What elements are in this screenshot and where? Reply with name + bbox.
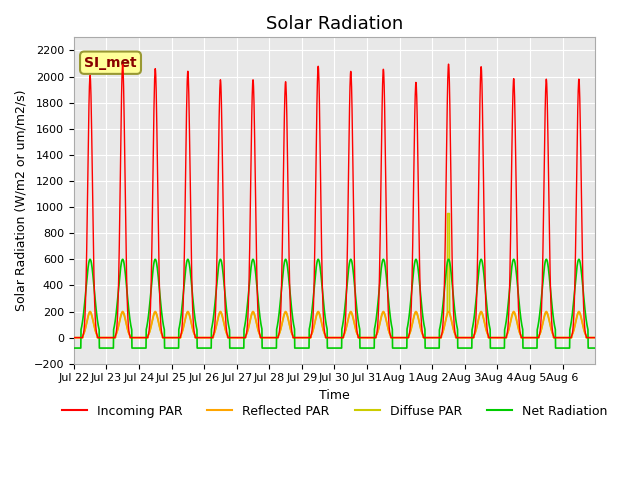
Y-axis label: Solar Radiation (W/m2 or um/m2/s): Solar Radiation (W/m2 or um/m2/s) (15, 90, 28, 312)
Legend: Incoming PAR, Reflected PAR, Diffuse PAR, Net Radiation: Incoming PAR, Reflected PAR, Diffuse PAR… (57, 400, 612, 423)
X-axis label: Time: Time (319, 389, 350, 402)
Title: Solar Radiation: Solar Radiation (266, 15, 403, 33)
Text: SI_met: SI_met (84, 56, 137, 70)
